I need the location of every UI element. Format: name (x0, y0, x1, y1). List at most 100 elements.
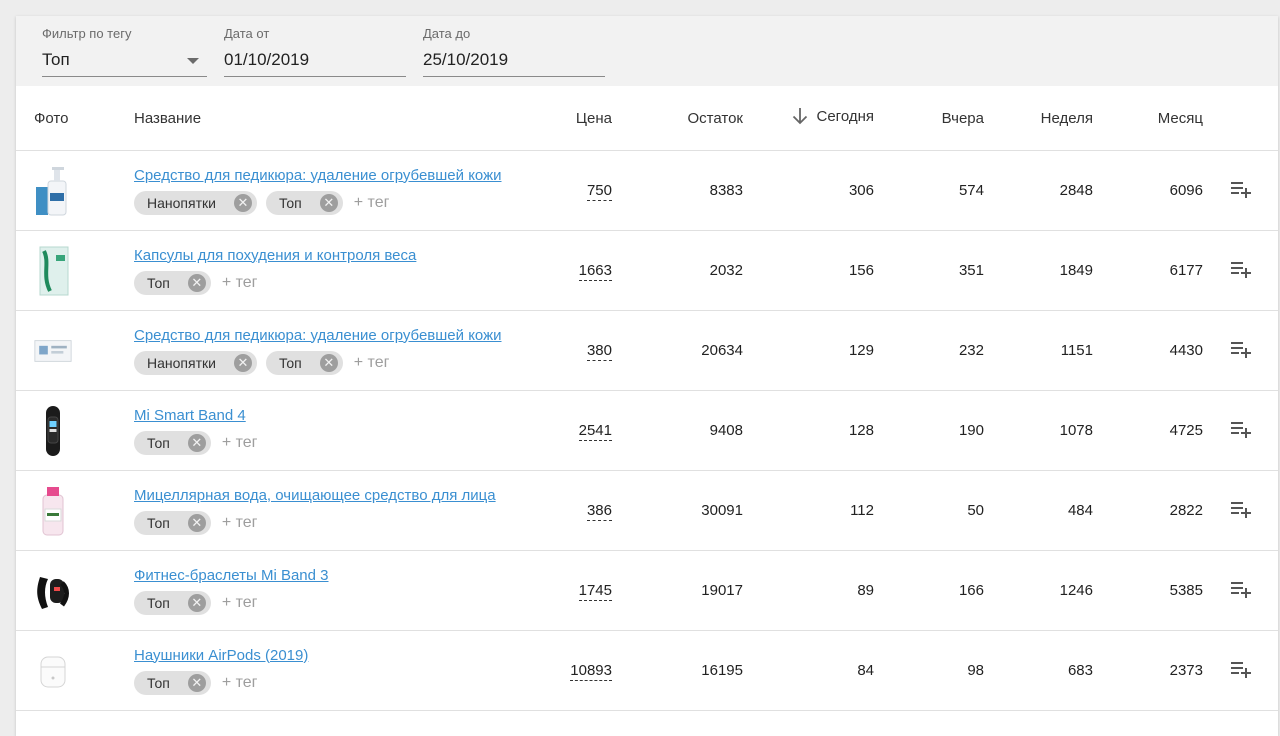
playlist-add-icon[interactable] (1229, 417, 1253, 441)
column-header-stock[interactable]: Остаток (612, 86, 743, 151)
tag-filter-label: Фильтр по тегу (42, 26, 132, 41)
price-cell: 2541 (514, 390, 612, 471)
photo-cell (16, 470, 134, 551)
tag-chip[interactable]: Топ ✕ (134, 270, 211, 295)
close-circle-icon[interactable]: ✕ (233, 353, 252, 372)
price-cell: 10893 (514, 630, 612, 711)
add-tag-button[interactable]: + тег (221, 513, 258, 531)
arrow-down-icon[interactable] (791, 107, 809, 125)
price-editable[interactable]: 1745 (578, 582, 612, 601)
photo-cell (16, 390, 134, 471)
tag-chip[interactable]: Топ ✕ (265, 190, 343, 215)
product-photo[interactable] (34, 165, 72, 217)
tag-chip[interactable]: Нанопятки ✕ (134, 190, 257, 215)
product-name-link[interactable]: Наушники AirPods (2019) (134, 646, 309, 664)
date-from-field[interactable]: Дата от 01/10/2019 (224, 26, 406, 77)
product-name-link[interactable]: Средство для педикюра: удаление огрубевш… (134, 166, 502, 184)
tag-chip[interactable]: Топ ✕ (134, 590, 211, 615)
tag-filter-value: Топ (42, 50, 70, 69)
tag-list: Топ ✕ + тег (134, 510, 514, 535)
product-name-link[interactable]: Капсулы для похудения и контроля веса (134, 246, 417, 264)
name-cell: Наушники AirPods (2019) Топ ✕ + тег (134, 630, 514, 711)
tag-chip[interactable]: Топ ✕ (134, 670, 211, 695)
date-from-input[interactable]: 01/10/2019 (224, 50, 406, 77)
close-circle-icon[interactable]: ✕ (187, 433, 206, 452)
playlist-add-icon[interactable] (1229, 177, 1253, 201)
tag-chip[interactable]: Топ ✕ (134, 430, 211, 455)
photo-cell (16, 550, 134, 631)
close-circle-icon[interactable]: ✕ (187, 513, 206, 532)
tag-filter[interactable]: Фильтр по тегу Топ (42, 26, 207, 77)
product-photo[interactable] (34, 245, 72, 297)
tag-chip[interactable]: Нанопятки ✕ (134, 350, 257, 375)
photo-cell (16, 630, 134, 711)
month-cell: 5385 (1093, 550, 1203, 631)
tag-list: Топ ✕ + тег (134, 430, 514, 455)
name-cell: Мицеллярная вода, очищающее средство для… (134, 470, 514, 551)
today-cell: 156 (743, 230, 874, 311)
price-editable[interactable]: 386 (586, 502, 612, 521)
product-name-link[interactable]: Mi Smart Band 4 (134, 406, 246, 424)
add-tag-button[interactable]: + тег (221, 673, 258, 691)
column-header-price[interactable]: Цена (514, 86, 612, 151)
product-name-link[interactable]: Средство для педикюра: удаление огрубевш… (134, 326, 502, 344)
tag-chip-label: Топ (147, 434, 170, 451)
tag-filter-select[interactable]: Топ (42, 50, 207, 77)
table-row: Mi Smart Band 4 Топ ✕ + тег 2541 9408 12… (16, 390, 1278, 471)
playlist-add-icon[interactable] (1229, 257, 1253, 281)
playlist-add-icon[interactable] (1229, 497, 1253, 521)
playlist-add-icon[interactable] (1229, 657, 1253, 681)
column-header-month[interactable]: Месяц (1093, 86, 1203, 151)
yesterday-cell: 166 (874, 550, 984, 631)
close-circle-icon[interactable]: ✕ (319, 193, 338, 212)
name-cell: Капсулы для похудения и контроля веса То… (134, 230, 514, 311)
photo-cell (16, 230, 134, 311)
add-tag-button[interactable]: + тег (221, 273, 258, 291)
close-circle-icon[interactable]: ✕ (233, 193, 252, 212)
close-circle-icon[interactable]: ✕ (187, 673, 206, 692)
yesterday-cell: 574 (874, 150, 984, 231)
column-header-week[interactable]: Неделя (984, 86, 1093, 151)
tag-chip[interactable]: Топ ✕ (265, 350, 343, 375)
add-tag-button[interactable]: + тег (353, 353, 390, 371)
date-to-field[interactable]: Дата до 25/10/2019 (423, 26, 605, 77)
photo-cell (16, 310, 134, 391)
close-circle-icon[interactable]: ✕ (187, 273, 206, 292)
dropdown-caret-icon[interactable] (187, 58, 199, 64)
tag-chip[interactable]: Топ ✕ (134, 510, 211, 535)
price-editable[interactable]: 750 (586, 182, 612, 201)
price-editable[interactable]: 380 (586, 342, 612, 361)
price-editable[interactable]: 2541 (578, 422, 612, 441)
actions-cell (1203, 550, 1278, 631)
product-photo[interactable] (34, 565, 72, 617)
add-tag-button[interactable]: + тег (353, 193, 390, 211)
month-cell: 6177 (1093, 230, 1203, 311)
product-photo[interactable] (34, 645, 72, 697)
table-row: Средство для педикюра: удаление огрубевш… (16, 150, 1278, 231)
column-header-today[interactable]: Сегодня (743, 86, 874, 151)
product-photo[interactable] (34, 485, 72, 537)
date-to-input[interactable]: 25/10/2019 (423, 50, 605, 77)
table-row: Капсулы для похудения и контроля веса То… (16, 230, 1278, 311)
yesterday-cell: 50 (874, 470, 984, 551)
product-photo[interactable] (34, 405, 72, 457)
playlist-add-icon[interactable] (1229, 337, 1253, 361)
add-tag-button[interactable]: + тег (221, 593, 258, 611)
product-name-link[interactable]: Фитнес-браслеты Mi Band 3 (134, 566, 329, 584)
close-circle-icon[interactable]: ✕ (319, 353, 338, 372)
price-editable[interactable]: 1663 (578, 262, 612, 281)
column-header-today-label: Сегодня (816, 107, 875, 125)
column-header-name[interactable]: Название (134, 86, 514, 151)
product-photo[interactable] (34, 325, 72, 377)
week-cell: 1849 (984, 230, 1093, 311)
product-name-link[interactable]: Мицеллярная вода, очищающее средство для… (134, 486, 496, 504)
products-panel: Фильтр по тегу Топ Дата от 01/10/2019 Да… (16, 16, 1278, 736)
name-cell: Mi Smart Band 4 Топ ✕ + тег (134, 390, 514, 471)
playlist-add-icon[interactable] (1229, 577, 1253, 601)
tag-chip-label: Нанопятки (147, 354, 216, 371)
add-tag-button[interactable]: + тег (221, 433, 258, 451)
today-cell: 306 (743, 150, 874, 231)
column-header-yesterday[interactable]: Вчера (874, 86, 984, 151)
price-editable[interactable]: 10893 (570, 662, 612, 681)
close-circle-icon[interactable]: ✕ (187, 593, 206, 612)
